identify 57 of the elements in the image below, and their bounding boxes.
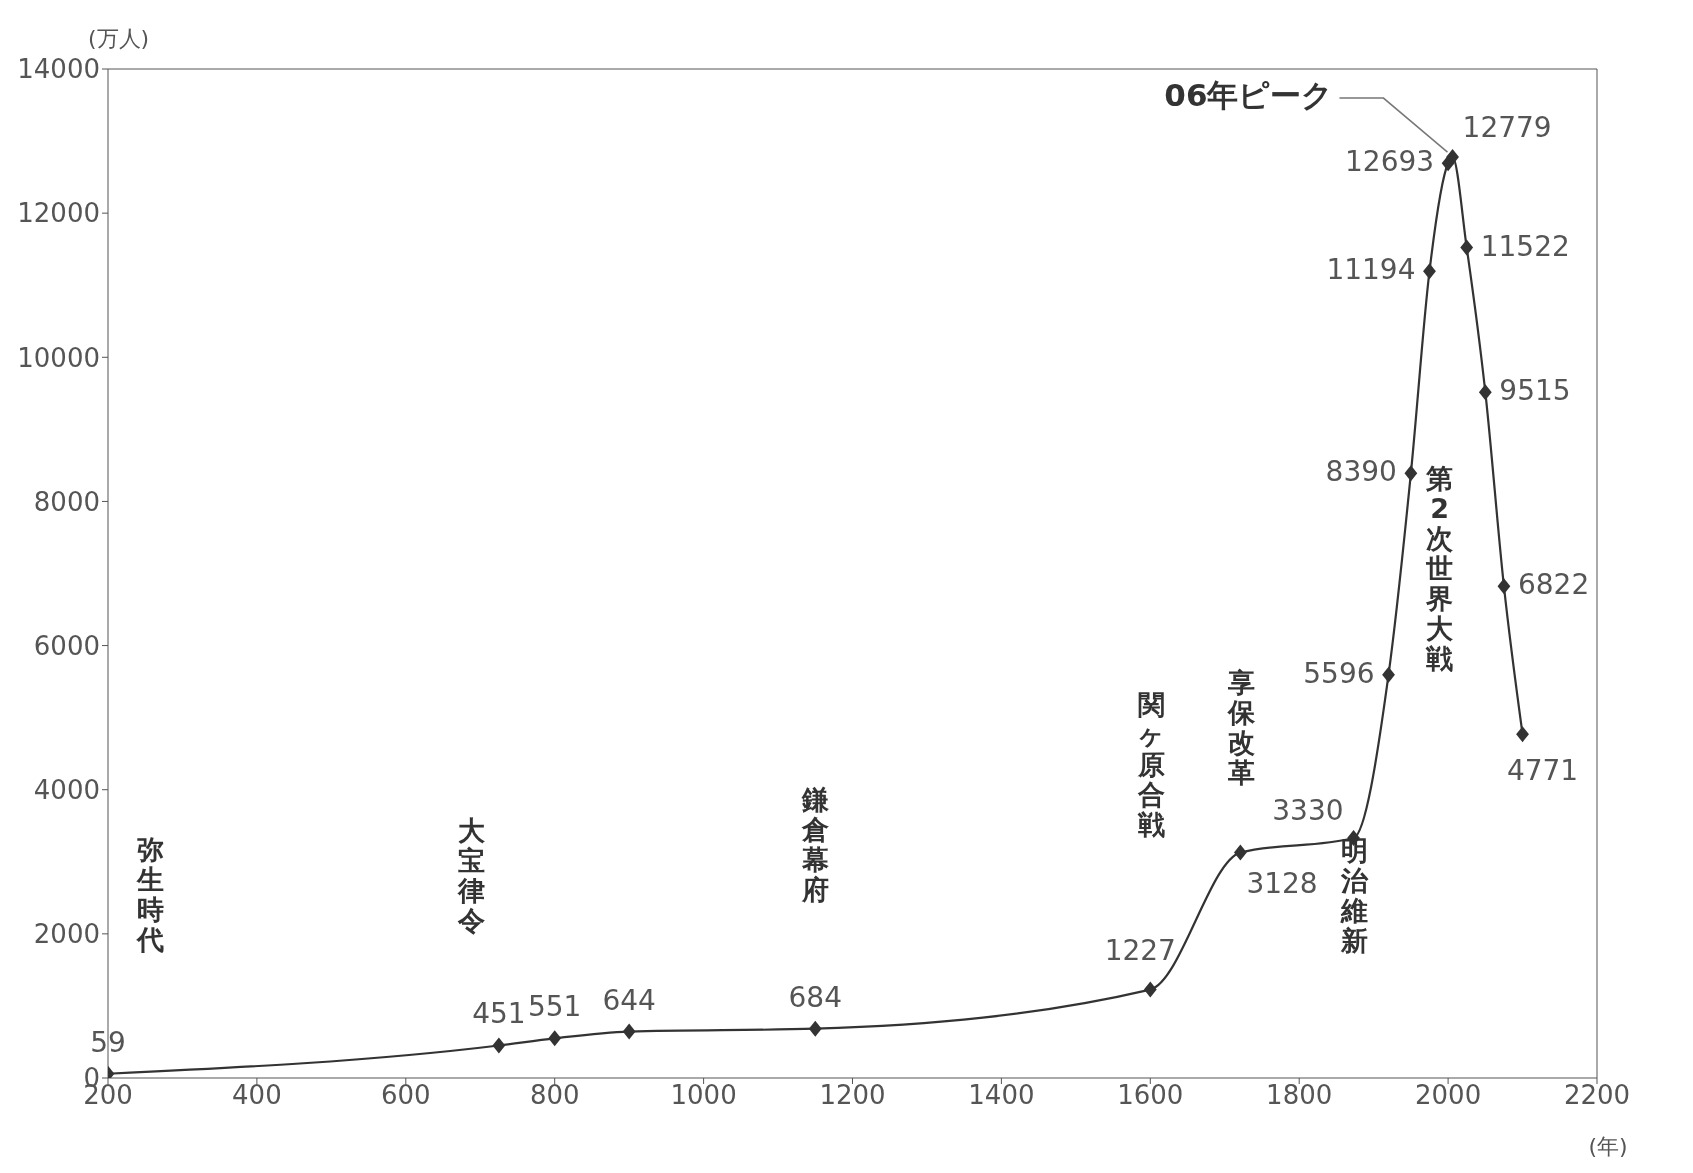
data-label: 11194 [1326, 253, 1416, 287]
point [1497, 578, 1511, 595]
point [808, 1020, 822, 1037]
data-label: 5596 [1303, 656, 1375, 690]
y-tick-label: 4000 [33, 774, 100, 805]
data-label: 9515 [1499, 374, 1571, 408]
data-label: 3128 [1246, 866, 1318, 900]
annotation: 第2次世界大戦 [1425, 462, 1455, 674]
x-tick-label: 600 [380, 1080, 431, 1111]
data-label: 6822 [1517, 568, 1590, 602]
point [1423, 263, 1436, 280]
point [1233, 844, 1247, 861]
y-tick-label: 2000 [33, 919, 100, 950]
point [492, 1037, 506, 1054]
x-tick-label: 400 [232, 1080, 282, 1111]
y-axis-title: (万人) [88, 26, 150, 51]
y-tick-label: 10000 [17, 342, 100, 373]
x-tick-label: 1800 [1266, 1080, 1333, 1111]
data-label: 12693 [1345, 145, 1435, 179]
point [1404, 465, 1418, 482]
data-label: 551 [527, 990, 582, 1024]
point [1460, 239, 1474, 256]
data-label: 3330 [1272, 794, 1344, 827]
y-tick-label: 8000 [33, 486, 100, 517]
annotation: 関ヶ原合戦 [1136, 689, 1165, 841]
data-label: 684 [788, 980, 842, 1014]
annotation: 弥生時代 [135, 833, 164, 955]
x-tick-label: 1400 [968, 1080, 1035, 1111]
point [622, 1023, 636, 1040]
x-tick-label: 1000 [670, 1080, 737, 1111]
data-label: 8390 [1325, 455, 1397, 489]
annotation: 06年ピーク [1164, 77, 1334, 114]
point [548, 1030, 562, 1047]
annotation: 享保改革 [1226, 667, 1256, 789]
data-label: 1227 [1104, 933, 1176, 967]
annotation: 大宝律令 [456, 815, 486, 937]
y-tick-label: 6000 [33, 630, 100, 661]
data-label: 644 [602, 983, 656, 1017]
x-tick-label: 2000 [1415, 1080, 1482, 1111]
y-tick-label: 14000 [17, 54, 100, 85]
annotation: 鎌倉幕府 [801, 783, 831, 905]
point [1143, 981, 1157, 998]
x-axis-title: (年) [1588, 1134, 1628, 1159]
x-tick-label: 1200 [819, 1080, 886, 1111]
x-tick-label: 2200 [1563, 1080, 1631, 1111]
point [1446, 149, 1459, 165]
point [1382, 666, 1395, 683]
x-tick-label: 800 [529, 1080, 580, 1111]
data-label: 12779 [1462, 111, 1552, 144]
data-label: 11522 [1480, 229, 1570, 263]
y-tick-label: 12000 [17, 198, 100, 229]
point [1516, 726, 1529, 743]
data-label: 4771 [1506, 754, 1579, 788]
x-tick-label: 1600 [1117, 1080, 1184, 1111]
data-label: 59 [90, 1025, 126, 1059]
data-label: 451 [472, 997, 526, 1031]
point [1478, 384, 1492, 401]
